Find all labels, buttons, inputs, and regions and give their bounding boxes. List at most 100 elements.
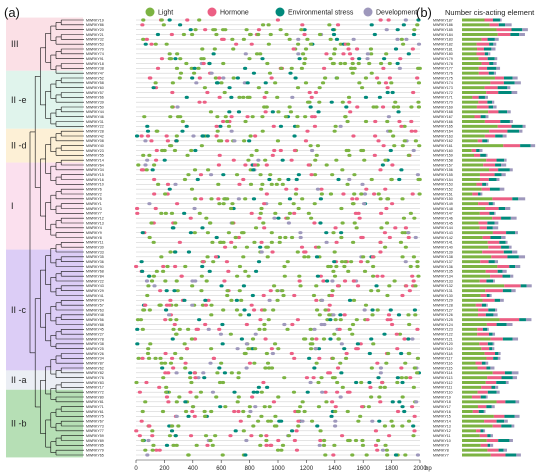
bar-segment (488, 52, 491, 56)
cis-element-marker (202, 409, 207, 414)
cis-element-marker (331, 269, 336, 273)
cis-element-marker (165, 182, 171, 186)
cis-element-marker (296, 419, 301, 423)
cis-element-marker (219, 284, 224, 288)
bar-segment (462, 81, 491, 85)
cis-element-marker (260, 115, 265, 119)
cis-element-marker (225, 293, 230, 298)
cis-element-marker (315, 144, 321, 148)
cis-element-marker (400, 424, 405, 428)
gene-label-b: MWRKY18 (433, 400, 451, 404)
cis-element-marker (378, 240, 383, 244)
cis-element-marker (391, 134, 396, 138)
cis-element-marker (237, 264, 243, 269)
cis-element-marker (139, 419, 144, 423)
bar-segment (496, 323, 507, 326)
cis-element-marker (335, 380, 340, 385)
cis-element-marker (205, 255, 210, 259)
cis-element-marker (373, 429, 379, 433)
cis-element-marker (415, 76, 420, 80)
cis-element-marker (175, 289, 180, 293)
cis-element-marker (182, 298, 187, 302)
cis-element-marker (296, 42, 301, 46)
cis-element-marker (382, 385, 387, 389)
cis-element-marker (245, 95, 250, 99)
cis-element-marker (365, 318, 370, 322)
cis-element-marker (323, 390, 328, 394)
cis-element-marker (253, 134, 258, 138)
cis-element-marker (386, 313, 392, 317)
cis-element-marker (243, 66, 248, 70)
cis-element-marker (292, 356, 297, 360)
cis-element-marker (360, 182, 365, 186)
cis-element-marker (320, 390, 325, 394)
cis-element-marker (345, 409, 350, 414)
cis-element-marker (389, 322, 395, 327)
bar-segment (490, 337, 503, 341)
cis-element-marker (302, 61, 307, 66)
cis-element-marker (143, 42, 148, 46)
cis-element-marker (356, 211, 361, 215)
cis-element-marker (138, 318, 144, 322)
bar-segment (462, 313, 478, 317)
cis-element-marker (412, 429, 417, 433)
cis-element-marker (342, 61, 348, 66)
cis-element-marker (202, 86, 207, 90)
cis-element-marker (170, 424, 175, 428)
cis-element-marker (334, 37, 340, 41)
cis-element-marker (332, 260, 337, 264)
cis-element-marker (253, 405, 258, 409)
cis-element-marker (147, 153, 152, 157)
bar-segment (503, 448, 508, 452)
cis-element-marker (378, 211, 384, 215)
gene-label: MWRKY55 (86, 154, 104, 158)
cis-element-marker (292, 293, 297, 298)
bar-segment (478, 221, 488, 225)
gene-label-b: MWRKY162 (433, 139, 453, 143)
bar-segment (483, 410, 486, 413)
bar-segment (480, 192, 483, 196)
cis-element-marker (355, 284, 361, 288)
gene-label: MWRKY16 (86, 178, 104, 182)
cis-element-marker (135, 318, 141, 322)
cis-element-marker (394, 332, 399, 336)
cis-element-marker (199, 274, 204, 278)
cis-element-marker (264, 245, 269, 249)
cis-element-marker (404, 284, 409, 288)
cis-element-marker (195, 177, 200, 182)
cis-element-marker (287, 211, 292, 215)
cis-element-marker (300, 400, 305, 404)
cis-element-marker (339, 206, 344, 211)
cis-element-marker (361, 255, 366, 259)
gene-label-b: MWRKY187 (433, 18, 453, 22)
cis-element-marker (247, 405, 252, 409)
cis-element-marker (256, 32, 261, 37)
cis-element-marker (279, 448, 284, 452)
cis-element-marker (258, 245, 263, 249)
cis-element-marker (193, 279, 198, 283)
cis-element-marker (149, 279, 155, 283)
cis-element-marker (329, 293, 335, 298)
cis-element-marker (266, 23, 271, 27)
cis-element-marker (376, 289, 381, 293)
bar-segment (492, 424, 502, 428)
cis-element-marker (197, 318, 202, 322)
cis-element-marker (182, 177, 188, 182)
gene-label: MWRKY17 (86, 386, 104, 390)
cis-element-marker (338, 313, 343, 317)
gene-label: MWRKY22 (86, 125, 104, 129)
cis-element-marker (170, 90, 175, 95)
cis-element-marker (273, 81, 278, 85)
cis-element-marker (260, 57, 265, 61)
cis-element-marker (163, 279, 168, 283)
cis-element-marker (307, 90, 312, 95)
gene-labels-a: MWRKY19MWRKY86MWRKY20MWRKY21MWRKY32MWRKY… (86, 18, 104, 457)
cis-element-marker (398, 57, 403, 61)
cis-element-marker (273, 211, 278, 215)
bar-segment (462, 178, 480, 181)
cis-element-marker (236, 409, 241, 414)
cis-element-marker (332, 250, 337, 254)
cis-element-marker (192, 168, 198, 172)
cis-element-marker (409, 129, 414, 133)
gene-label-b: MWRKY178 (433, 62, 453, 66)
